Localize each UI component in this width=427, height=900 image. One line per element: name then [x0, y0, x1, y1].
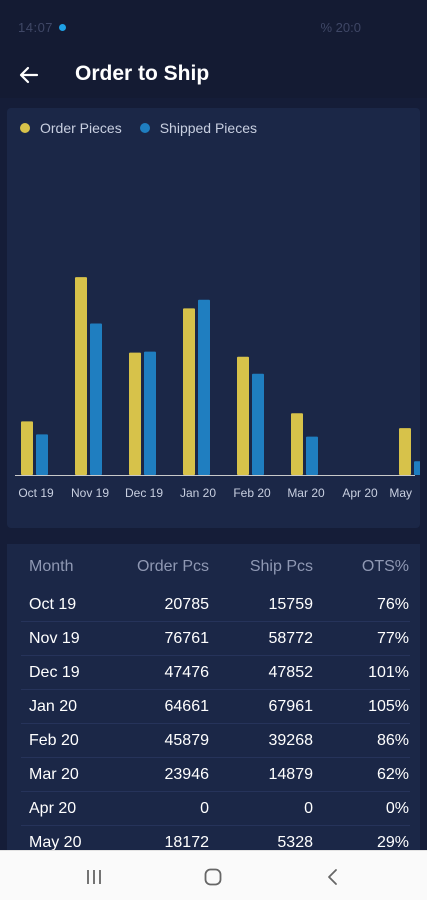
cell-month: Apr 20	[29, 799, 77, 817]
cell-order-pcs: 23946	[164, 765, 210, 783]
home-icon	[204, 868, 222, 886]
table-row[interactable]: Oct 19 20785 15759 76%	[21, 588, 410, 622]
arrow-left-icon	[19, 66, 39, 84]
x-tick-label: May	[389, 486, 412, 500]
nav-back-button[interactable]	[322, 866, 344, 888]
x-tick-label: Jan 20	[180, 486, 216, 500]
order-bar-1[interactable]	[75, 277, 87, 475]
cell-order-pcs: 18172	[164, 833, 210, 851]
legend-shipped-label: Shipped Pieces	[159, 120, 257, 136]
table-row[interactable]: Nov 19 76761 58772 77%	[21, 622, 410, 656]
header-ship-pcs[interactable]: Ship Pcs	[249, 558, 313, 575]
cell-month: Nov 19	[29, 629, 80, 647]
cell-ship-pcs: 39268	[268, 731, 314, 749]
cell-ship-pcs: 47852	[268, 663, 314, 681]
status-time: 14:07	[18, 20, 54, 35]
cell-ots: 62%	[376, 765, 409, 783]
order-bar-7[interactable]	[399, 428, 411, 475]
table-row[interactable]: May 20 18172 5328 29%	[21, 826, 410, 851]
ship-bar-3[interactable]	[198, 299, 210, 475]
order-bar-2[interactable]	[129, 352, 141, 475]
cell-month: Dec 19	[29, 663, 80, 681]
cell-month: May 20	[29, 833, 82, 851]
status-bar: 14:07 % 20:0	[0, 0, 427, 56]
x-tick-label: Feb 20	[233, 486, 271, 500]
cell-order-pcs: 0	[200, 799, 209, 817]
order-bar-4[interactable]	[237, 356, 249, 475]
x-tick-label: Mar 20	[287, 486, 325, 500]
legend-order-label: Order Pieces	[40, 120, 122, 136]
order-ship-chart: Oct 19 Nov 19 Dec 19 Jan 20 Feb 20 Mar 20 Apr …	[15, 277, 420, 500]
table-row[interactable]: Apr 20 0 0 0%	[21, 792, 410, 826]
table-row[interactable]: Jan 20 64661 67961 105%	[21, 690, 410, 724]
cell-ots: 101%	[368, 663, 409, 681]
cell-ship-pcs: 14879	[268, 765, 314, 783]
ship-bar-1[interactable]	[90, 323, 102, 475]
chart-card: Oct 19 Nov 19 Dec 19 Jan 20 Feb 20 Mar 20 Apr …	[7, 108, 420, 528]
home-button[interactable]	[202, 866, 224, 888]
table-row[interactable]: Feb 20 45879 39268 86%	[21, 724, 410, 758]
table-body: Oct 19 20785 15759 76% Nov 19 76761 58772 77% De…	[7, 588, 420, 850]
cell-order-pcs: 45879	[164, 731, 210, 749]
cell-ship-pcs: 0	[304, 799, 313, 817]
cell-order-pcs: 47476	[164, 663, 210, 681]
notification-dot-icon	[59, 24, 67, 31]
x-tick-label: Dec 19	[125, 486, 163, 500]
page-title: Order to Ship	[75, 62, 210, 85]
cell-ship-pcs: 58772	[268, 629, 314, 647]
chart-legend: Order Pieces Shipped Pieces	[20, 120, 275, 136]
header-ots[interactable]: OTS%	[361, 558, 409, 575]
table-row[interactable]: Dec 19 47476 47852 101%	[21, 656, 410, 690]
app-bar: Order to Ship	[0, 56, 427, 98]
cell-ship-pcs: 67961	[268, 697, 314, 715]
order-bar-3[interactable]	[183, 308, 195, 475]
x-tick-label: Oct 19	[18, 486, 54, 500]
order-bar-5[interactable]	[291, 413, 303, 475]
ship-bar-0[interactable]	[36, 434, 48, 475]
status-battery: % 20:0	[320, 20, 361, 35]
ship-bar-2[interactable]	[144, 351, 156, 475]
cell-ots: 105%	[368, 697, 409, 715]
cell-order-pcs: 64661	[164, 697, 210, 715]
ship-bar-4[interactable]	[252, 373, 264, 475]
cell-month: Feb 20	[29, 731, 79, 749]
system-nav-bar	[0, 850, 427, 900]
header-order-pcs[interactable]: Order Pcs	[136, 558, 209, 575]
ship-bar-5[interactable]	[306, 436, 318, 475]
back-chevron-icon	[328, 869, 337, 885]
ship-bar-7[interactable]	[414, 461, 420, 475]
table-row[interactable]: Mar 20 23946 14879 62%	[21, 758, 410, 792]
cell-month: Oct 19	[29, 595, 77, 613]
order-bar-0[interactable]	[21, 421, 33, 475]
cell-ots: 86%	[376, 731, 409, 749]
cell-month: Jan 20	[29, 697, 78, 715]
cell-ots: 76%	[376, 595, 409, 613]
back-button[interactable]	[14, 60, 44, 90]
cell-ots: 0%	[385, 799, 409, 817]
cell-ots: 77%	[376, 629, 409, 647]
recents-icon	[87, 870, 101, 884]
cell-order-pcs: 20785	[164, 595, 210, 613]
ots-table: Month Order Pcs Ship Pcs OTS% Oct 19 2078…	[7, 544, 420, 850]
cell-ship-pcs: 5328	[277, 833, 313, 851]
recents-button[interactable]	[83, 866, 105, 888]
legend-item-order[interactable]: Order Pieces	[20, 120, 122, 136]
legend-shipped-dot	[139, 123, 150, 133]
table-header: Month Order Pcs Ship Pcs OTS%	[21, 544, 410, 588]
legend-order-dot	[20, 123, 30, 133]
status-left: 14:07	[18, 20, 67, 35]
cell-order-pcs: 76761	[164, 629, 210, 647]
cell-ship-pcs: 15759	[268, 595, 314, 613]
x-tick-label: Apr 20	[342, 486, 378, 500]
header-month[interactable]: Month	[29, 558, 74, 575]
cell-ots: 29%	[376, 833, 409, 851]
cell-month: Mar 20	[29, 765, 79, 783]
x-tick-label: Nov 19	[71, 486, 109, 500]
legend-item-shipped[interactable]: Shipped Pieces	[139, 120, 257, 136]
